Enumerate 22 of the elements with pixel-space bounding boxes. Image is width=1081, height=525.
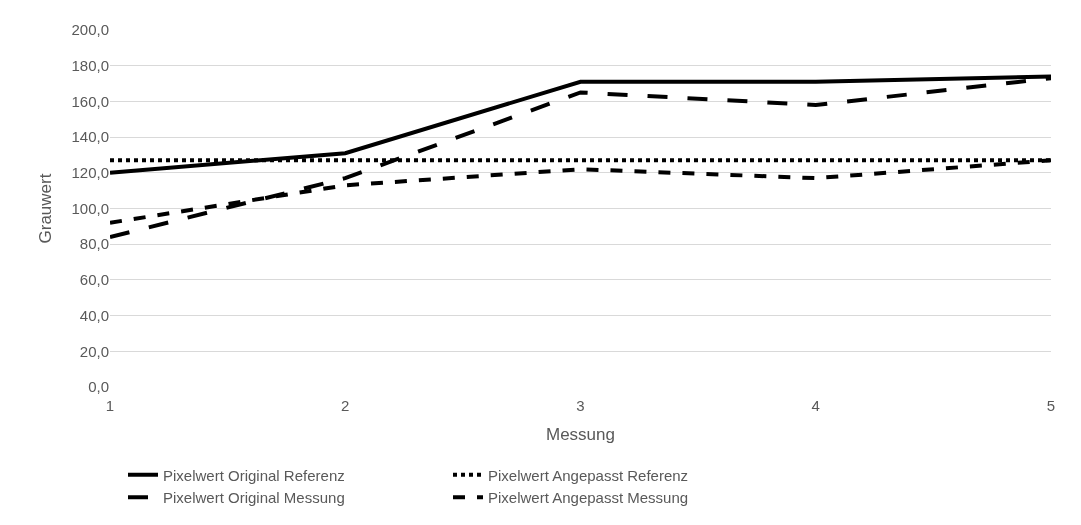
x-tick-label: 5 xyxy=(1046,397,1056,414)
y-tick-label: 160,0 xyxy=(71,92,109,110)
legend-label: Pixelwert Angepasst Messung xyxy=(488,489,689,506)
x-tick-label: 4 xyxy=(811,397,820,414)
y-tick-label: 200,0 xyxy=(71,21,109,39)
x-tick-label: 1 xyxy=(105,397,115,414)
y-tick-label: 100,0 xyxy=(71,199,109,217)
y-tick-label: 180,0 xyxy=(71,56,109,74)
y-tick-label: 140,0 xyxy=(71,128,109,146)
x-tick-label: 3 xyxy=(576,397,585,414)
x-axis-title: Messung xyxy=(546,425,615,445)
x-tick-label: 2 xyxy=(341,397,350,414)
y-tick-label: 80,0 xyxy=(79,235,109,253)
legend-label: Pixelwert Original Referenz xyxy=(163,466,345,484)
y-tick-label: 60,0 xyxy=(79,271,109,289)
y-tick-label: 40,0 xyxy=(79,306,109,324)
legend-label: Pixelwert Original Messung xyxy=(163,489,345,506)
y-axis-title: Grauwert xyxy=(36,173,55,244)
y-tick-label: 20,0 xyxy=(79,342,109,360)
y-tick-label: 120,0 xyxy=(71,164,109,182)
legend-label: Pixelwert Angepasst Referenz xyxy=(488,466,689,484)
y-tick-label: 0,0 xyxy=(88,378,109,396)
